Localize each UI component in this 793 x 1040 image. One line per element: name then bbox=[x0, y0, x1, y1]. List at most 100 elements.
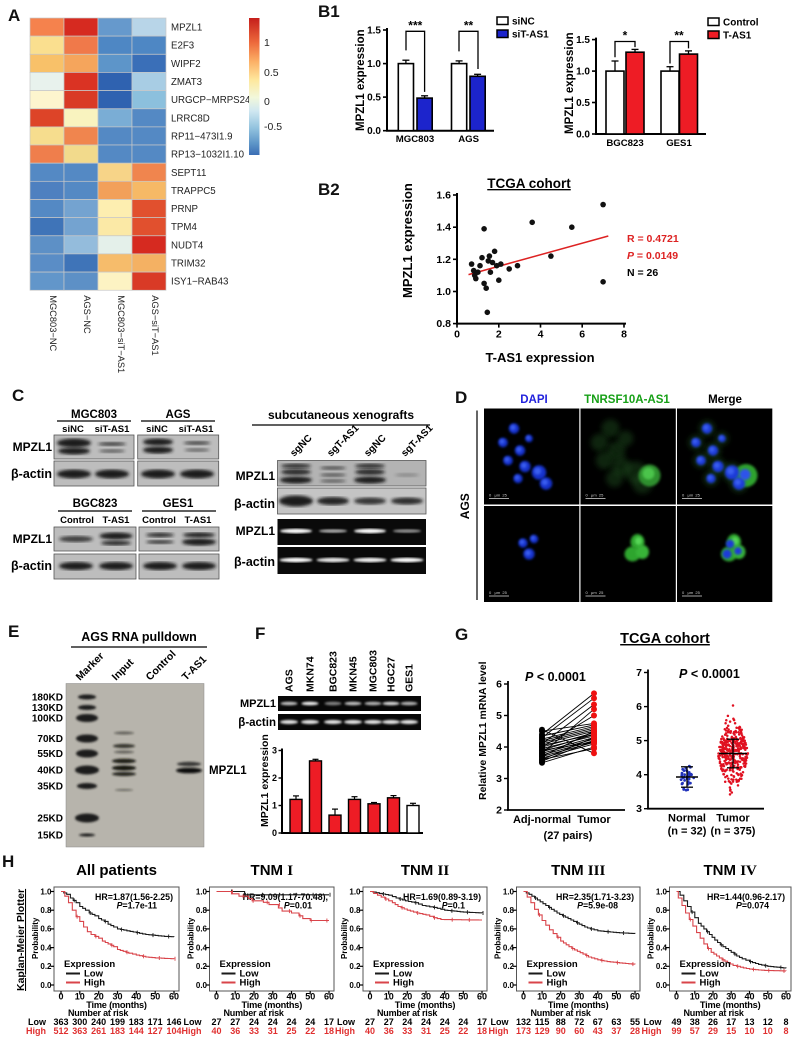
svg-text:(n = 32): (n = 32) bbox=[668, 826, 707, 838]
svg-text:130KD: 130KD bbox=[32, 703, 63, 714]
svg-text:4: 4 bbox=[496, 742, 502, 754]
svg-text:NUDT4: NUDT4 bbox=[171, 240, 204, 251]
svg-text:0.0: 0.0 bbox=[656, 981, 668, 990]
svg-text:10: 10 bbox=[763, 1026, 773, 1036]
svg-text:Merge: Merge bbox=[708, 394, 742, 406]
svg-text:0.4: 0.4 bbox=[656, 943, 668, 952]
svg-text:P=5.9e-08: P=5.9e-08 bbox=[577, 901, 618, 911]
svg-text:siNC: siNC bbox=[512, 17, 535, 28]
svg-text:171: 171 bbox=[148, 1017, 163, 1027]
svg-text:MGC803: MGC803 bbox=[368, 650, 380, 692]
svg-text:0.2: 0.2 bbox=[196, 962, 208, 971]
svg-text:Control: Control bbox=[144, 648, 179, 683]
svg-text:0.4: 0.4 bbox=[196, 943, 208, 952]
svg-text:183: 183 bbox=[129, 1017, 144, 1027]
svg-text:180KD: 180KD bbox=[32, 693, 63, 704]
svg-text:115: 115 bbox=[535, 1017, 550, 1027]
svg-text:MPZL1: MPZL1 bbox=[13, 532, 53, 546]
svg-text:MPZL1 expression: MPZL1 expression bbox=[259, 734, 271, 827]
svg-text:20: 20 bbox=[249, 992, 259, 1002]
svg-text:199: 199 bbox=[110, 1017, 125, 1027]
svg-text:30: 30 bbox=[421, 992, 431, 1002]
svg-text:HR=9.09(1.17-70.48),: HR=9.09(1.17-70.48), bbox=[243, 892, 328, 902]
svg-text:60: 60 bbox=[781, 992, 791, 1002]
svg-text:0: 0 bbox=[272, 828, 277, 838]
svg-text:40: 40 bbox=[593, 992, 603, 1002]
svg-text:40KD: 40KD bbox=[37, 766, 63, 777]
svg-text:MKN74: MKN74 bbox=[305, 656, 317, 692]
svg-text:31: 31 bbox=[268, 1026, 278, 1036]
svg-text:Low: Low bbox=[491, 1017, 510, 1027]
svg-text:20: 20 bbox=[402, 992, 412, 1002]
svg-text:MPZL1: MPZL1 bbox=[171, 23, 202, 34]
svg-text:sgNC: sgNC bbox=[288, 433, 314, 459]
svg-text:High: High bbox=[489, 1026, 509, 1036]
svg-text:20: 20 bbox=[556, 992, 566, 1002]
svg-text:6: 6 bbox=[636, 701, 642, 713]
svg-text:0.8: 0.8 bbox=[349, 906, 361, 915]
svg-text:5: 5 bbox=[636, 735, 642, 747]
svg-text:Low: Low bbox=[84, 969, 104, 980]
svg-text:β-actin: β-actin bbox=[234, 497, 275, 511]
svg-text:Normal: Normal bbox=[668, 813, 706, 825]
svg-text:N = 26: N = 26 bbox=[627, 267, 658, 279]
svg-text:TNM II: TNM II bbox=[401, 862, 450, 879]
svg-text:33: 33 bbox=[402, 1026, 412, 1036]
svg-text:TNRSF10A-AS1: TNRSF10A-AS1 bbox=[584, 394, 670, 406]
svg-text:17: 17 bbox=[324, 1017, 334, 1027]
svg-text:183: 183 bbox=[110, 1026, 125, 1036]
svg-text:0.6: 0.6 bbox=[349, 925, 361, 934]
svg-text:Expression: Expression bbox=[64, 959, 115, 970]
svg-text:0.0: 0.0 bbox=[367, 126, 381, 137]
svg-text:Time (months): Time (months) bbox=[700, 1000, 761, 1010]
svg-text:40: 40 bbox=[365, 1026, 375, 1036]
svg-text:35KD: 35KD bbox=[37, 782, 63, 793]
svg-text:ISY1−RAB43: ISY1−RAB43 bbox=[171, 277, 228, 288]
svg-text:40: 40 bbox=[131, 992, 141, 1002]
svg-text:MPZL1: MPZL1 bbox=[13, 440, 53, 454]
svg-text:3: 3 bbox=[272, 746, 277, 756]
svg-text:40: 40 bbox=[286, 992, 296, 1002]
svg-text:AGS−NC: AGS−NC bbox=[82, 295, 92, 334]
svg-text:T-AS1: T-AS1 bbox=[180, 653, 210, 683]
svg-text:AGS: AGS bbox=[458, 493, 472, 519]
svg-text:0.8: 0.8 bbox=[503, 906, 515, 915]
svg-text:1.0: 1.0 bbox=[503, 887, 515, 896]
svg-text:1.0: 1.0 bbox=[367, 59, 381, 70]
svg-text:0 μm 25: 0 μm 25 bbox=[682, 590, 701, 595]
svg-text:HR=2.35(1.71-3.23): HR=2.35(1.71-3.23) bbox=[556, 892, 634, 902]
svg-text:PRNP: PRNP bbox=[171, 204, 198, 215]
svg-text:Expression: Expression bbox=[527, 959, 578, 970]
svg-text:24: 24 bbox=[458, 1017, 468, 1027]
svg-text:0.2: 0.2 bbox=[349, 962, 361, 971]
svg-text:1.0: 1.0 bbox=[40, 887, 52, 896]
svg-text:Probability: Probability bbox=[494, 917, 503, 959]
svg-text:Number at risk: Number at risk bbox=[68, 1008, 129, 1018]
svg-text:0: 0 bbox=[367, 992, 372, 1002]
svg-text:0.0: 0.0 bbox=[576, 130, 590, 141]
svg-text:70KD: 70KD bbox=[37, 734, 63, 745]
svg-text:17: 17 bbox=[726, 1017, 736, 1027]
svg-text:MPZL1: MPZL1 bbox=[236, 524, 276, 538]
svg-text:1: 1 bbox=[272, 801, 277, 811]
svg-text:60: 60 bbox=[169, 992, 179, 1002]
svg-text:7: 7 bbox=[636, 667, 642, 679]
svg-text:33: 33 bbox=[249, 1026, 259, 1036]
svg-text:1.5: 1.5 bbox=[576, 35, 590, 46]
svg-text:2: 2 bbox=[272, 773, 277, 783]
svg-text:siT-AS1: siT-AS1 bbox=[179, 424, 215, 435]
svg-text:Relative MPZL1 mRNA level: Relative MPZL1 mRNA level bbox=[477, 661, 489, 800]
svg-text:Probability: Probability bbox=[647, 917, 656, 959]
svg-text:8: 8 bbox=[621, 329, 627, 341]
svg-text:36: 36 bbox=[230, 1026, 240, 1036]
svg-text:High: High bbox=[335, 1026, 355, 1036]
svg-text:Time (months): Time (months) bbox=[548, 1000, 609, 1010]
svg-text:132: 132 bbox=[516, 1017, 531, 1027]
svg-text:40: 40 bbox=[211, 1026, 221, 1036]
svg-text:261: 261 bbox=[91, 1026, 106, 1036]
svg-text:0.5: 0.5 bbox=[367, 93, 381, 104]
svg-text:siNC: siNC bbox=[62, 424, 84, 435]
svg-text:15: 15 bbox=[726, 1026, 736, 1036]
svg-text:49: 49 bbox=[671, 1017, 681, 1027]
svg-text:Probability: Probability bbox=[340, 917, 349, 959]
